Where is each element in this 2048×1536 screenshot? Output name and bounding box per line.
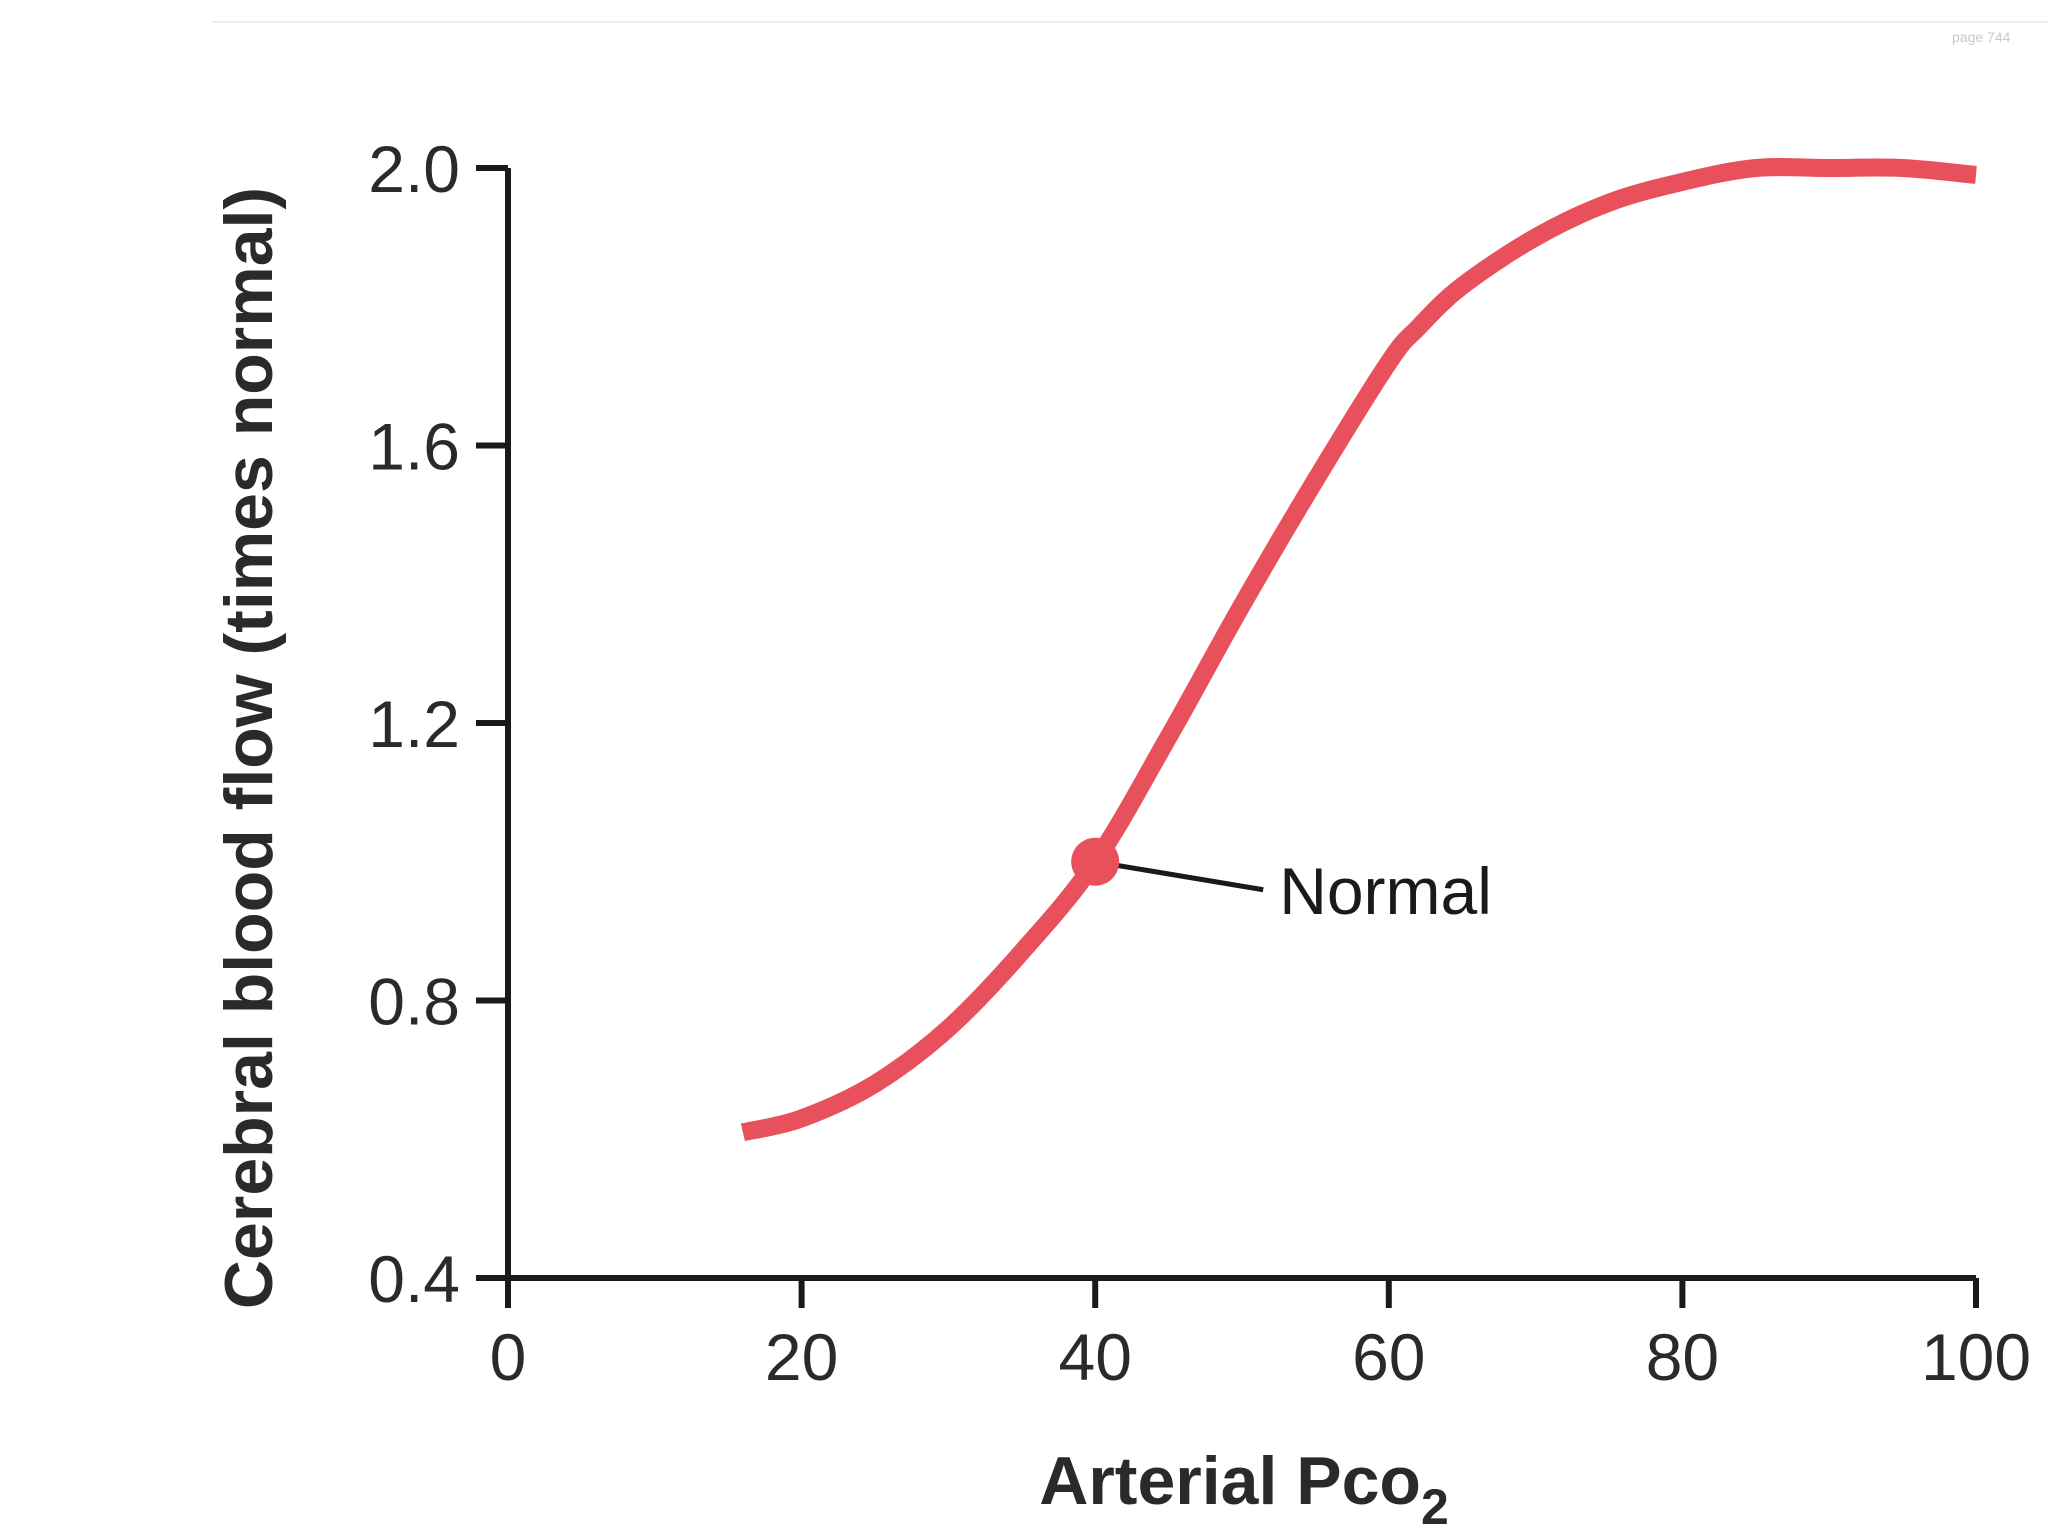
x-tick-label: 60 <box>1352 1320 1425 1394</box>
y-tick-label: 2.0 <box>368 132 460 206</box>
annotations: Normal <box>1071 837 1492 928</box>
x-tick-label: 100 <box>1921 1320 2031 1394</box>
x-axis-label-subscript: 2 <box>1421 1479 1449 1535</box>
page-tag: page 744 <box>1952 29 2011 45</box>
y-axis-label: Cerebral blood flow (times normal) <box>211 187 287 1309</box>
series-line <box>740 157 1977 1142</box>
annotation-leader-line <box>1094 859 1264 893</box>
x-tick-label: 40 <box>1058 1320 1131 1394</box>
x-axis-label: Arterial Pco2 <box>1039 1443 1449 1535</box>
y-tick-label: 0.8 <box>368 965 460 1039</box>
x-tick-label: 80 <box>1646 1320 1719 1394</box>
axes <box>505 168 1976 1281</box>
y-tick-label: 1.2 <box>368 687 460 761</box>
x-tick-label: 20 <box>765 1320 838 1394</box>
series-group <box>740 157 1977 1142</box>
normal-point-marker <box>1071 837 1120 886</box>
x-axis-label-main: Arterial Pco <box>1039 1443 1421 1519</box>
annotation-label: Normal <box>1279 854 1492 928</box>
ticks: 0 20 40 60 80 100 0.4 0.8 1.2 1.6 2.0 <box>368 132 2031 1394</box>
x-tick-label: 0 <box>490 1320 527 1394</box>
y-tick-label: 0.4 <box>368 1242 460 1316</box>
y-tick-label: 1.6 <box>368 410 460 484</box>
